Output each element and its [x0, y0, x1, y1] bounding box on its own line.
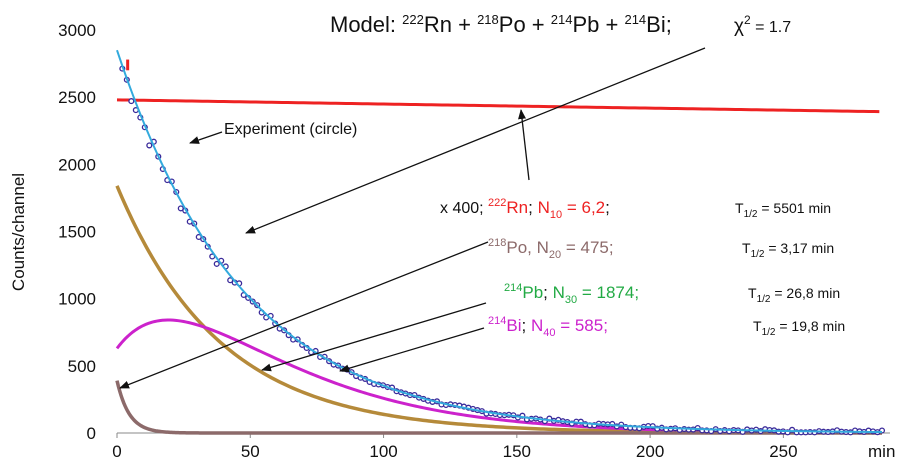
legend-po: 218Po, N20 = 475;: [488, 237, 614, 261]
x-axis-label: min: [868, 442, 895, 461]
arrow-rn: [518, 109, 530, 181]
y-tick-label: 1000: [58, 290, 96, 309]
y-tick-label: 0: [87, 424, 96, 443]
y-tick-label: 1500: [58, 223, 96, 242]
series-layer: [115, 49, 886, 436]
axes: 0 50 100 150 200 250050010001500200025003000m…: [9, 21, 895, 461]
chart-title: Model: 222Rn + 218Po + 214Pb + 214Bi; χ2 …: [330, 12, 791, 37]
experiment-point: [128, 98, 135, 105]
arrow-experiment: [189, 131, 223, 144]
half-life-bi: T1/2 = 19,8 min: [753, 318, 845, 338]
legend-pb: 214Pb; N30 = 1874;: [504, 282, 639, 306]
arrow-po: [119, 241, 489, 389]
half-life-po: T1/2 = 3,17 min: [742, 240, 834, 260]
experiment-point: [213, 260, 220, 267]
y-tick-label: 3000: [58, 21, 96, 40]
experiment-point: [227, 277, 234, 284]
experiment-point: [146, 142, 153, 149]
series-fit-line: [116, 49, 883, 434]
legend-rn: x 400; 222Rn; N10 = 6,2;: [440, 197, 610, 221]
series-rn222-line: [116, 98, 880, 114]
legend-bi: 214Bi; N40 = 585;: [488, 315, 608, 339]
arrow-bi: [339, 327, 485, 373]
legend: x 400; 222Rn; N10 = 6,2; T1/2 = 5501 min 2…: [440, 197, 845, 339]
annotations: Experiment (circle): [119, 47, 706, 389]
y-axis-label: Counts/channel: [9, 173, 28, 291]
arrow-fit: [245, 47, 706, 234]
x-tick-label: 200: [636, 442, 664, 461]
half-life-pb: T1/2 = 26,8 min: [748, 285, 840, 305]
y-tick-label: 2500: [58, 88, 96, 107]
x-tick-label: 0: [112, 442, 121, 461]
x-tick-label: 100: [369, 442, 397, 461]
half-life-rn: T1/2 = 5501 min: [735, 200, 831, 220]
y-tick-label: 2000: [58, 155, 96, 174]
x-tick-label: 50: [241, 442, 260, 461]
experiment-label: Experiment (circle): [224, 121, 357, 138]
x-tick-label: 250: [769, 442, 797, 461]
arrow-pb: [261, 302, 487, 372]
title-text: Model: 222Rn + 218Po + 214Pb + 214Bi;: [330, 12, 672, 37]
series-po218-line: [115, 380, 882, 435]
chi-square: χ2 = 1.7: [734, 13, 791, 37]
x-tick-label: 150: [503, 442, 531, 461]
y-tick-label: 500: [68, 357, 96, 376]
series-pb214-line: [115, 185, 882, 435]
